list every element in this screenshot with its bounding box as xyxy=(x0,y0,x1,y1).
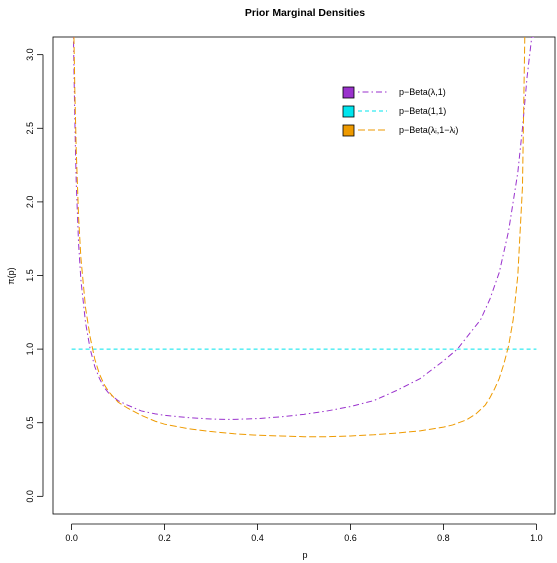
x-axis-title: p xyxy=(302,550,307,560)
legend-swatch xyxy=(342,105,355,118)
legend-label: p−Beta(λ,1) xyxy=(399,87,446,97)
x-axis: 0.0 0.2 0.4 0.6 0.8 1.0 xyxy=(65,523,543,543)
x-tick-label: 0.2 xyxy=(158,533,171,543)
x-tick-label: 0.6 xyxy=(344,533,357,543)
series-layer xyxy=(71,37,537,438)
y-tick-label: 2.0 xyxy=(25,196,35,209)
legend-swatch xyxy=(342,124,355,137)
series-line-3 xyxy=(73,37,526,438)
legend-swatch xyxy=(342,86,355,99)
legend-label: p−Beta(λᵢ,1−λᵢ) xyxy=(399,125,458,135)
plot-frame xyxy=(52,36,556,515)
x-tick-label: 0.4 xyxy=(251,533,264,543)
y-tick-label: 0.0 xyxy=(25,490,35,503)
x-tick-label: 0.0 xyxy=(65,533,78,543)
y-axis-title: π(p) xyxy=(6,267,16,284)
series-line-1 xyxy=(72,37,535,420)
y-tick-label: 0.5 xyxy=(25,416,35,429)
y-tick-label: 1.5 xyxy=(25,269,35,282)
chart-title: Prior Marginal Densities xyxy=(245,7,365,19)
y-tick-label: 3.0 xyxy=(25,48,35,61)
x-tick-label: 0.8 xyxy=(437,533,450,543)
legend-label: p−Beta(1,1) xyxy=(399,106,446,116)
y-axis: 0.0 0.5 1.0 1.5 2.0 2.5 3.0 xyxy=(25,48,44,503)
y-tick-label: 1.0 xyxy=(25,343,35,356)
y-tick-label: 2.5 xyxy=(25,122,35,135)
legend: p−Beta(λ,1) p−Beta(1,1) p−Beta(λᵢ,1−λᵢ) xyxy=(342,86,458,137)
x-tick-label: 1.0 xyxy=(530,533,543,543)
